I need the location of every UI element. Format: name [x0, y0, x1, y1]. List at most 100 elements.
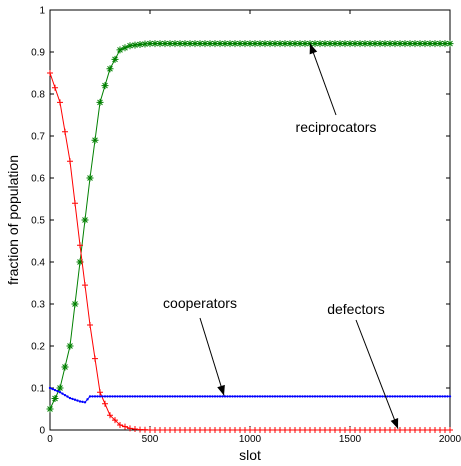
x-axis-label: slot	[239, 447, 261, 463]
data-point	[321, 395, 324, 398]
data-point	[106, 395, 109, 398]
data-point	[196, 395, 199, 398]
data-point	[428, 395, 432, 398]
data-point	[163, 395, 167, 398]
data-point	[411, 395, 414, 398]
data-point	[102, 400, 108, 407]
y-tick-label: 0.1	[31, 384, 45, 395]
data-point	[256, 395, 259, 398]
data-point	[143, 395, 147, 398]
data-point	[291, 395, 294, 398]
data-point	[261, 395, 264, 398]
data-point	[191, 395, 194, 398]
y-tick-label: 0.6	[31, 174, 45, 185]
data-point	[81, 400, 84, 404]
data-point	[71, 300, 79, 308]
data-point	[351, 395, 354, 398]
data-point	[171, 395, 174, 398]
series-reciprocators	[46, 40, 454, 413]
data-point	[188, 395, 192, 398]
data-point	[113, 395, 117, 398]
data-point	[98, 395, 102, 398]
series-defectors	[47, 70, 453, 433]
data-point	[388, 395, 392, 398]
data-point	[408, 395, 412, 398]
data-point	[316, 40, 324, 48]
x-tick-label: 1500	[339, 434, 362, 445]
data-point	[216, 40, 224, 48]
data-point	[83, 401, 87, 404]
data-point	[91, 136, 99, 144]
data-point	[176, 395, 179, 398]
data-point	[448, 395, 452, 398]
data-point	[76, 258, 84, 266]
data-point	[223, 395, 227, 398]
data-point	[353, 395, 357, 398]
data-point	[366, 395, 369, 398]
data-point	[411, 40, 419, 48]
data-point	[276, 395, 279, 398]
data-point	[433, 395, 437, 398]
data-point	[333, 395, 337, 398]
data-point	[63, 393, 67, 397]
data-point	[338, 395, 342, 398]
data-point	[396, 395, 399, 398]
data-point	[57, 99, 63, 106]
data-point	[281, 395, 284, 398]
x-tick-label: 1000	[239, 434, 262, 445]
data-point	[371, 395, 374, 398]
data-point	[361, 395, 364, 398]
data-point	[396, 40, 404, 48]
data-point	[268, 395, 272, 398]
data-point	[246, 40, 254, 48]
data-point	[256, 40, 264, 48]
data-point	[67, 158, 73, 165]
data-point	[281, 40, 289, 48]
data-point	[251, 395, 254, 398]
data-point	[441, 40, 449, 48]
data-point	[233, 395, 237, 398]
data-point	[101, 82, 109, 90]
data-point	[108, 395, 112, 398]
data-point	[266, 395, 269, 398]
data-point	[161, 40, 169, 48]
data-point	[311, 40, 319, 48]
data-point	[87, 322, 93, 328]
data-point	[356, 40, 364, 48]
data-point	[336, 395, 339, 398]
data-point	[112, 417, 118, 424]
data-point	[122, 423, 128, 430]
data-point	[288, 395, 292, 398]
data-point	[436, 395, 439, 398]
data-point	[273, 395, 277, 398]
data-point	[136, 40, 144, 48]
data-point	[431, 395, 434, 398]
data-point	[421, 40, 429, 48]
annotation-arrow-line	[199, 317, 225, 396]
data-point	[351, 40, 359, 48]
series-cooperators	[48, 386, 452, 404]
data-point	[46, 405, 54, 413]
data-point	[151, 40, 159, 48]
y-tick-label: 0.7	[31, 132, 45, 143]
data-point	[321, 40, 329, 48]
data-point	[303, 395, 307, 398]
data-point	[381, 40, 389, 48]
data-point	[328, 395, 332, 398]
data-point	[393, 395, 397, 398]
data-point	[358, 395, 362, 398]
data-point	[341, 395, 344, 398]
data-point	[301, 40, 309, 48]
data-point	[376, 40, 384, 48]
data-point	[118, 395, 122, 398]
data-point	[446, 40, 454, 48]
data-point	[72, 200, 78, 207]
data-point	[153, 395, 157, 398]
data-point	[136, 395, 139, 398]
data-point	[71, 397, 74, 401]
data-point	[206, 40, 214, 48]
data-point	[168, 395, 172, 398]
data-point	[241, 395, 244, 398]
data-point	[81, 216, 89, 224]
data-point	[103, 395, 107, 398]
